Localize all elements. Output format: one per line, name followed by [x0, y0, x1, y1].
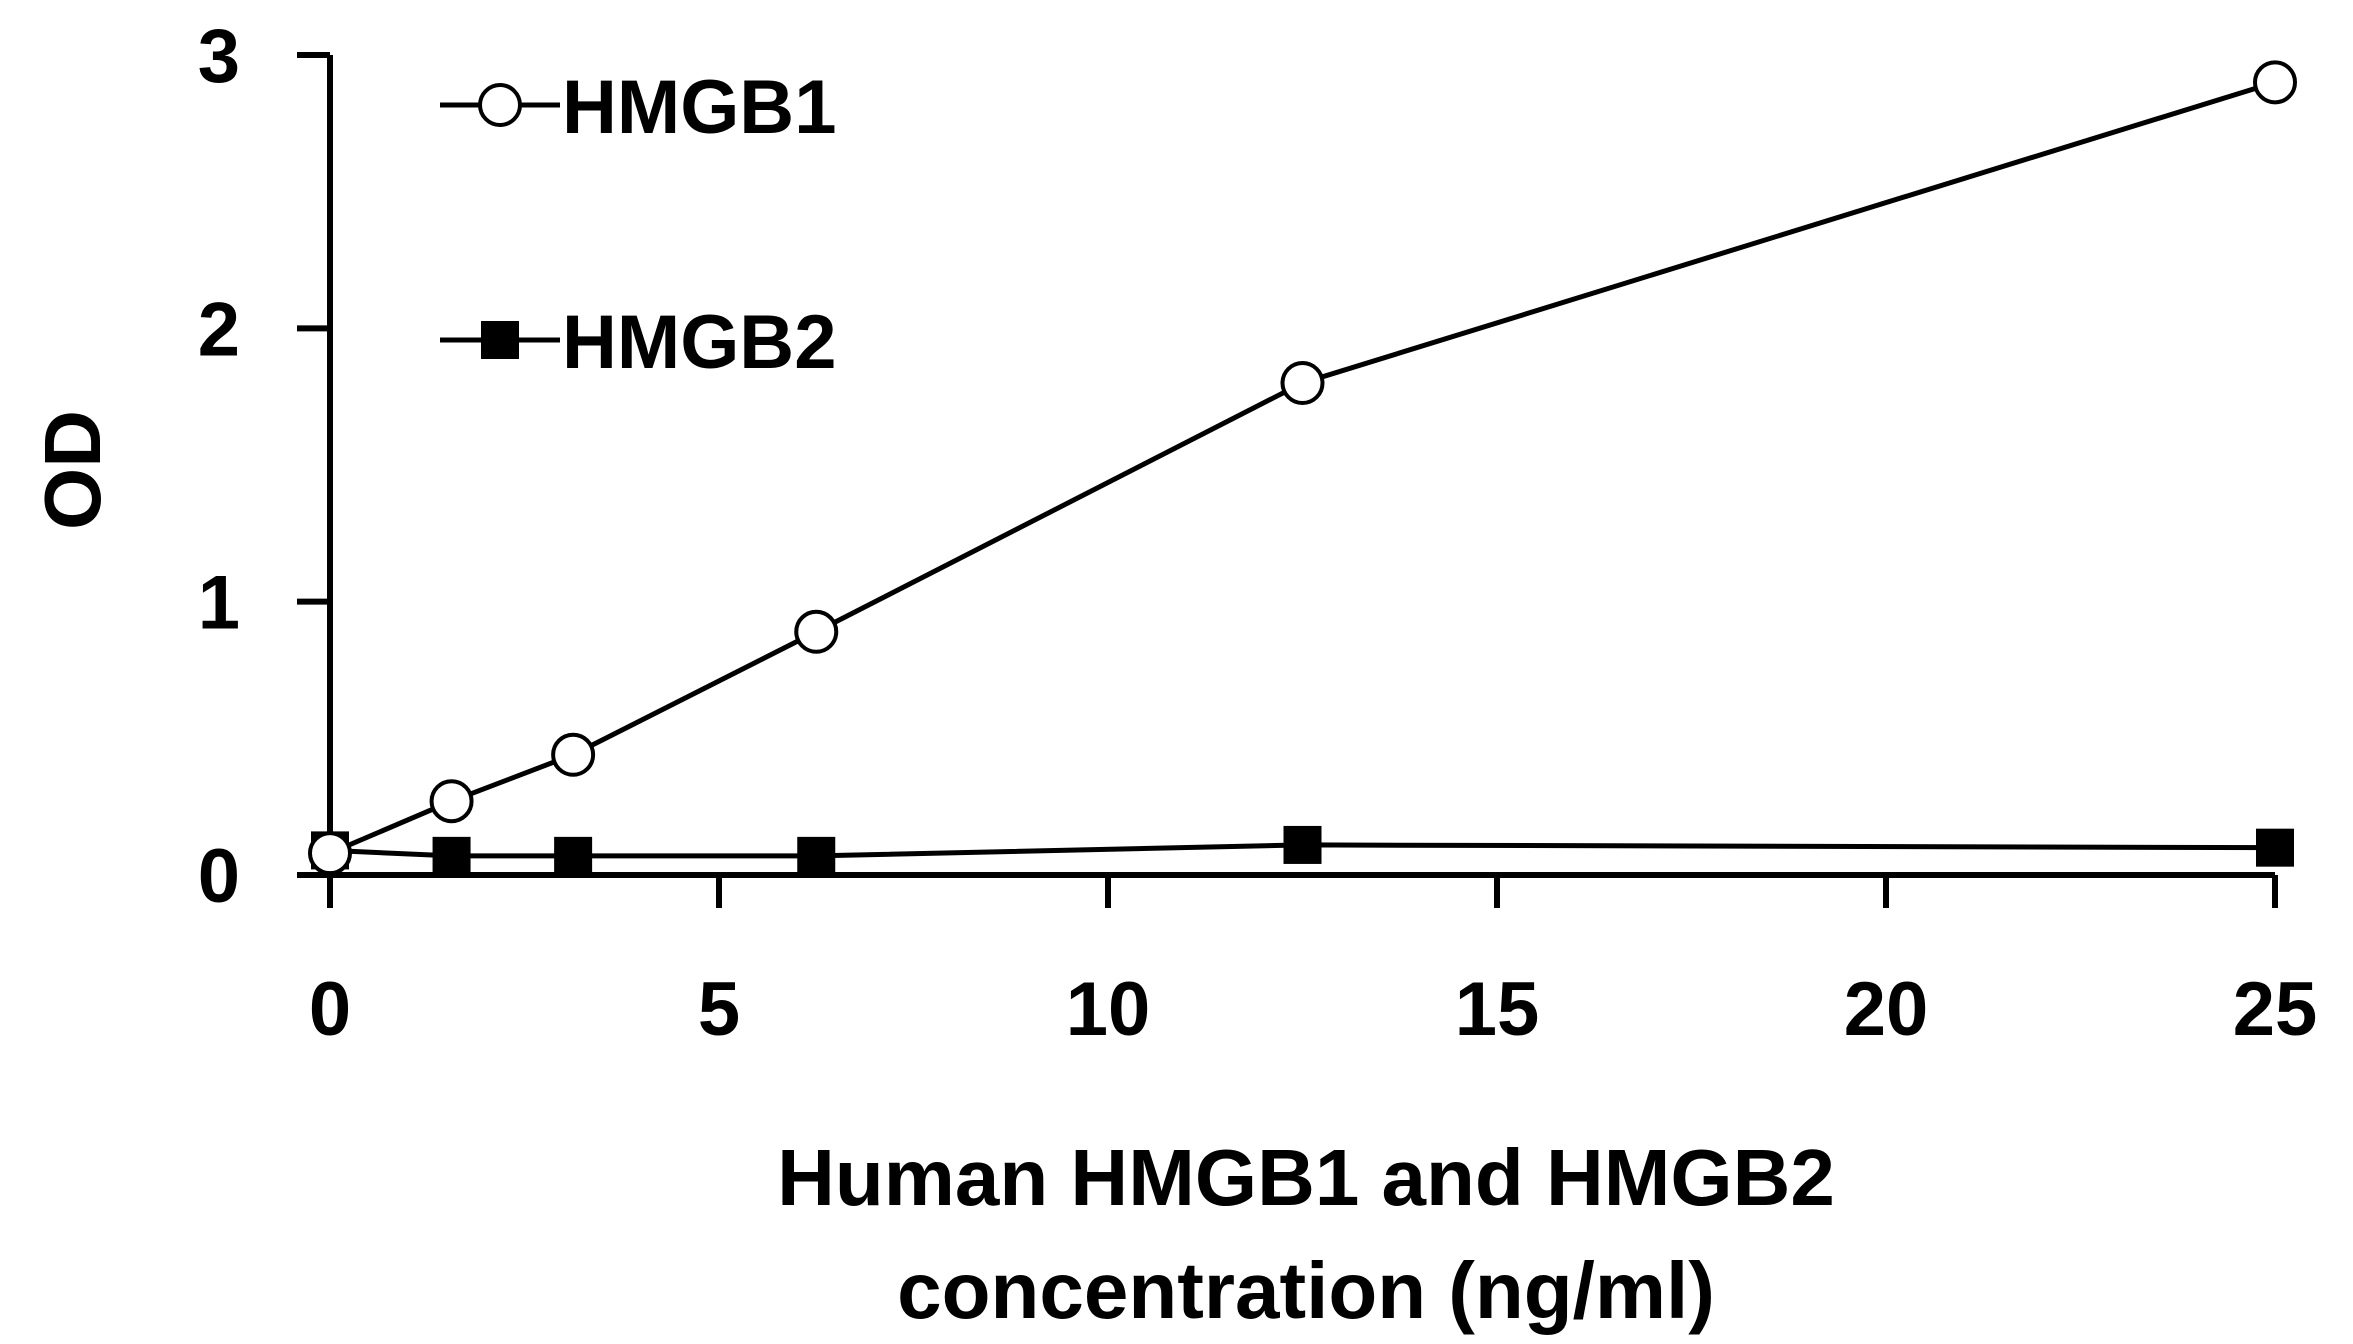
x-tick-label: 5 [698, 967, 740, 1052]
data-point-hmgb2 [554, 836, 593, 875]
legend-entry-hmgb2: HMGB2 [440, 300, 836, 385]
legend-marker-hmgb2 [481, 321, 519, 359]
data-point-hmgb2 [797, 836, 836, 875]
y-tick-label: 1 [198, 561, 240, 646]
y-axis-title: OD [28, 410, 117, 530]
data-point-hmgb1 [794, 609, 839, 654]
y-tick-label: 2 [198, 287, 240, 372]
x-tick-label: 15 [1455, 967, 1540, 1052]
axes: 0 5 10 15 20 25 0 1 2 3 [198, 14, 2318, 1052]
x-tick-label: 0 [309, 967, 351, 1052]
legend: HMGB1 HMGB2 [440, 65, 836, 385]
data-point-hmgb1 [2253, 60, 2297, 105]
legend-label: HMGB2 [562, 300, 836, 385]
data-point-hmgb2 [1283, 825, 1322, 864]
series-line-hmgb1 [329, 79, 2276, 856]
data-point-hmgb1 [429, 779, 474, 824]
x-axis-title-line-1: Human HMGB1 and HMGB2 [777, 1133, 1835, 1222]
series-hmgb2 [311, 825, 2294, 875]
x-axis-title-line-2: concentration (ng/ml) [897, 1246, 1715, 1335]
series-line-hmgb2 [329, 842, 2276, 859]
y-tick-label: 3 [198, 14, 240, 99]
data-point-hmgb1 [308, 831, 352, 876]
legend-marker-hmgb1 [478, 83, 522, 127]
y-tick-label: 0 [198, 834, 240, 919]
x-tick-label: 20 [1844, 967, 1929, 1052]
data-point-hmgb2 [432, 836, 471, 875]
series-hmgb1 [308, 60, 2297, 876]
data-point-hmgb2 [2256, 828, 2294, 867]
legend-entry-hmgb1: HMGB1 [440, 65, 836, 150]
x-tick-label: 10 [1066, 967, 1151, 1052]
x-tick-label: 25 [2233, 967, 2318, 1052]
data-point-hmgb1 [1280, 361, 1325, 405]
legend-label: HMGB1 [562, 65, 836, 150]
data-point-hmgb1 [551, 732, 596, 777]
series-layer [308, 60, 2297, 876]
